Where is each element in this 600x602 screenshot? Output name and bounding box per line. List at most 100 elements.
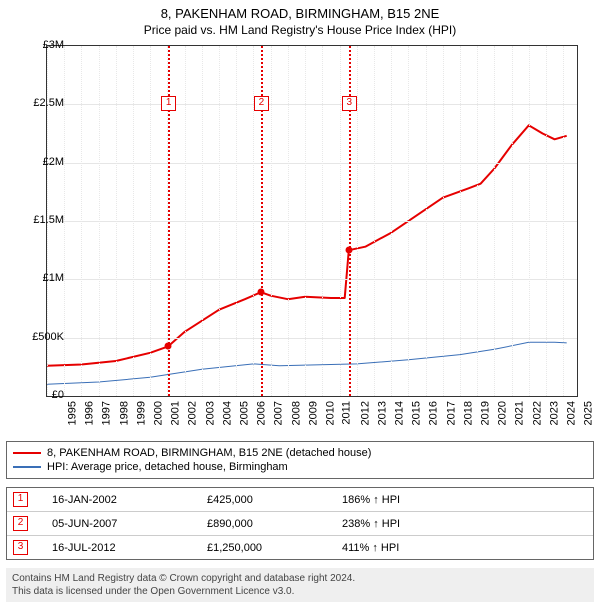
- sales-row-number: 3: [13, 540, 28, 555]
- xtick-label: 2001: [170, 401, 182, 425]
- gridline-v: [305, 46, 306, 396]
- xtick-label: 2020: [497, 401, 509, 425]
- chart-subtitle: Price paid vs. HM Land Registry's House …: [0, 23, 600, 37]
- legend-row-property: 8, PAKENHAM ROAD, BIRMINGHAM, B15 2NE (d…: [13, 446, 587, 460]
- sales-table: 116-JAN-2002£425,000186% ↑ HPI205-JUN-20…: [6, 487, 594, 560]
- gridline-v: [494, 46, 495, 396]
- gridline-v: [185, 46, 186, 396]
- sales-row-date: 05-JUN-2007: [52, 518, 207, 530]
- xtick-label: 2009: [307, 401, 319, 425]
- xtick-label: 2017: [445, 401, 457, 425]
- gridline-h: [47, 338, 577, 339]
- gridline-v: [443, 46, 444, 396]
- ytick-label: £2M: [24, 156, 64, 168]
- gridline-v: [546, 46, 547, 396]
- ytick-label: £1.5M: [24, 214, 64, 226]
- sales-row-date: 16-JUL-2012: [52, 542, 207, 554]
- gridline-v: [408, 46, 409, 396]
- gridline-v: [477, 46, 478, 396]
- footer-line-2: This data is licensed under the Open Gov…: [12, 585, 588, 598]
- xtick-label: 2000: [153, 401, 165, 425]
- xtick-label: 1995: [66, 401, 78, 425]
- gridline-v: [374, 46, 375, 396]
- footer-line-1: Contains HM Land Registry data © Crown c…: [12, 572, 588, 585]
- xtick-label: 2025: [583, 401, 595, 425]
- ytick-label: £1M: [24, 272, 64, 284]
- sales-row: 116-JAN-2002£425,000186% ↑ HPI: [7, 488, 593, 511]
- legend-swatch-hpi: [13, 466, 41, 468]
- chart-title: 8, PAKENHAM ROAD, BIRMINGHAM, B15 2NE: [0, 6, 600, 21]
- sales-row-hpi: 186% ↑ HPI: [342, 494, 587, 506]
- legend-swatch-property: [13, 452, 41, 454]
- gridline-v: [340, 46, 341, 396]
- sale-marker-number: 2: [254, 96, 269, 111]
- gridline-v: [81, 46, 82, 396]
- sales-row-date: 16-JAN-2002: [52, 494, 207, 506]
- xtick-label: 2015: [411, 401, 423, 425]
- ytick-label: £3M: [24, 39, 64, 51]
- ytick-label: £0: [24, 389, 64, 401]
- sale-point: [345, 247, 352, 254]
- sales-row: 205-JUN-2007£890,000238% ↑ HPI: [7, 511, 593, 535]
- gridline-v: [236, 46, 237, 396]
- sale-marker-number: 3: [342, 96, 357, 111]
- gridline-v: [64, 46, 65, 396]
- ytick-label: £2.5M: [24, 97, 64, 109]
- xtick-label: 2002: [187, 401, 199, 425]
- gridline-v: [529, 46, 530, 396]
- gridline-h: [47, 163, 577, 164]
- xtick-label: 2006: [256, 401, 268, 425]
- legend-row-hpi: HPI: Average price, detached house, Birm…: [13, 460, 587, 474]
- legend-label-hpi: HPI: Average price, detached house, Birm…: [47, 461, 288, 473]
- xtick-label: 2016: [428, 401, 440, 425]
- sale-point: [165, 343, 172, 350]
- gridline-v: [563, 46, 564, 396]
- gridline-v: [133, 46, 134, 396]
- gridline-v: [271, 46, 272, 396]
- xtick-label: 2018: [462, 401, 474, 425]
- gridline-h: [47, 104, 577, 105]
- ytick-label: £500K: [24, 331, 64, 343]
- xtick-label: 1997: [101, 401, 113, 425]
- gridline-v: [322, 46, 323, 396]
- sales-row-number: 2: [13, 516, 28, 531]
- sales-row: 316-JUL-2012£1,250,000411% ↑ HPI: [7, 535, 593, 559]
- xtick-label: 2012: [359, 401, 371, 425]
- xtick-label: 1996: [84, 401, 96, 425]
- xtick-label: 2022: [531, 401, 543, 425]
- sale-point: [257, 289, 264, 296]
- gridline-v: [150, 46, 151, 396]
- gridline-v: [219, 46, 220, 396]
- sales-row-hpi: 238% ↑ HPI: [342, 518, 587, 530]
- footer-note: Contains HM Land Registry data © Crown c…: [6, 568, 594, 602]
- xtick-label: 2013: [376, 401, 388, 425]
- xtick-label: 2011: [341, 401, 353, 425]
- chart-plot-area: 1 2 3: [46, 45, 578, 397]
- xtick-label: 2019: [479, 401, 491, 425]
- gridline-v: [116, 46, 117, 396]
- gridline-v: [460, 46, 461, 396]
- sales-row-number: 1: [13, 492, 28, 507]
- xtick-label: 2003: [204, 401, 216, 425]
- gridline-h: [47, 279, 577, 280]
- xtick-label: 2005: [239, 401, 251, 425]
- xtick-label: 2023: [548, 401, 560, 425]
- gridline-v: [357, 46, 358, 396]
- legend-label-property: 8, PAKENHAM ROAD, BIRMINGHAM, B15 2NE (d…: [47, 447, 371, 459]
- xtick-label: 2010: [325, 401, 337, 425]
- gridline-v: [288, 46, 289, 396]
- legend-box: 8, PAKENHAM ROAD, BIRMINGHAM, B15 2NE (d…: [6, 441, 594, 479]
- gridline-v: [512, 46, 513, 396]
- xtick-label: 2008: [290, 401, 302, 425]
- gridline-v: [202, 46, 203, 396]
- xtick-label: 1998: [118, 401, 130, 425]
- xtick-label: 2007: [273, 401, 285, 425]
- xtick-label: 2004: [221, 401, 233, 425]
- sales-row-hpi: 411% ↑ HPI: [342, 542, 587, 554]
- xtick-label: 2014: [393, 401, 405, 425]
- sale-marker-number: 1: [161, 96, 176, 111]
- gridline-v: [426, 46, 427, 396]
- xtick-label: 1999: [135, 401, 147, 425]
- gridline-h: [47, 221, 577, 222]
- gridline-v: [391, 46, 392, 396]
